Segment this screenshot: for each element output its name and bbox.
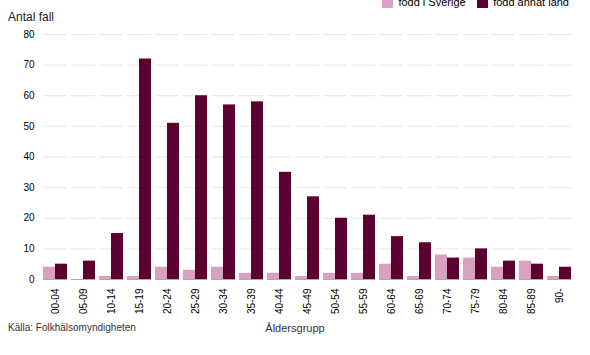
svg-text:25-29: 25-29 (190, 288, 201, 314)
svg-text:20: 20 (23, 212, 35, 223)
svg-text:0: 0 (29, 274, 35, 285)
svg-text:40: 40 (23, 151, 35, 162)
svg-text:55-59: 55-59 (358, 288, 369, 314)
svg-text:35-39: 35-39 (246, 288, 257, 314)
svg-text:70: 70 (23, 59, 35, 70)
svg-text:70-74: 70-74 (442, 288, 453, 314)
html-text:Källa: Folkhälsomyndigheten: Källa: Folkhälsomyndigheten (8, 322, 136, 333)
svg-text:75-79: 75-79 (470, 288, 481, 314)
html-text:Antal fall: Antal fall (8, 10, 54, 24)
svg-text:90-: 90- (554, 289, 565, 303)
svg-text:50-54: 50-54 (330, 288, 341, 314)
svg-text:65-69: 65-69 (414, 288, 425, 314)
svg-text:45-49: 45-49 (302, 288, 313, 314)
svg-text:60-64: 60-64 (386, 288, 397, 314)
svg-text:30: 30 (23, 182, 35, 193)
svg-text:40-44: 40-44 (274, 288, 285, 314)
svg-text:15-19: 15-19 (134, 288, 145, 314)
svg-text:80-84: 80-84 (498, 288, 509, 314)
html-text:Åldersgrupp: Åldersgrupp (265, 322, 325, 334)
svg-text:20-24: 20-24 (162, 288, 173, 314)
svg-text:05-09: 05-09 (78, 288, 89, 314)
svg-text:00-04: 00-04 (50, 288, 61, 314)
svg-text:80: 80 (23, 29, 35, 40)
svg-text:10-14: 10-14 (106, 288, 117, 314)
svg-text:10: 10 (23, 243, 35, 254)
svg-text:85-89: 85-89 (526, 288, 537, 314)
svg-text:50: 50 (23, 121, 35, 132)
svg-text:30-34: 30-34 (218, 288, 229, 314)
svg-text:60: 60 (23, 90, 35, 101)
